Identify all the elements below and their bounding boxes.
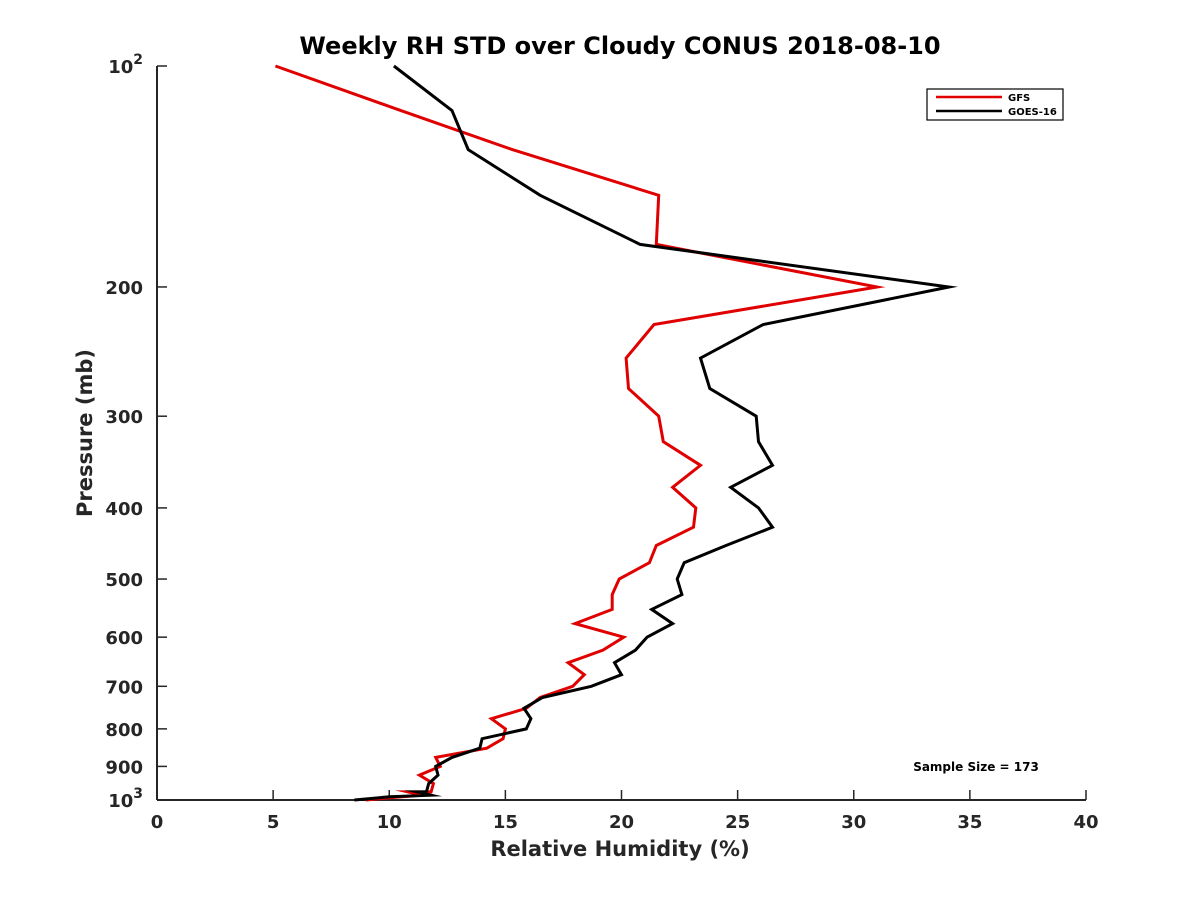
x-tick-label: 40 (1073, 812, 1098, 833)
x-tick-label: 0 (151, 812, 164, 833)
chart-title: Weekly RH STD over Cloudy CONUS 2018-08-… (299, 32, 940, 60)
x-tick-label: 15 (493, 812, 518, 833)
series-layer (274, 64, 958, 802)
y-tick-label: 900 (105, 757, 143, 778)
y-tick-label: 800 (105, 720, 143, 741)
x-tick-label: 35 (957, 812, 982, 833)
legend: GFS GOES-16 (926, 88, 1064, 121)
x-axis-label: Relative Humidity (%) (490, 837, 749, 861)
y-axis-label: Pressure (mb) (73, 349, 97, 517)
series-line-goes16 (354, 64, 958, 802)
x-tick-label: 5 (267, 812, 280, 833)
y-tick-label: 103 (108, 786, 143, 812)
y-tick-label: 200 (105, 278, 143, 299)
x-tick-label: 20 (609, 812, 634, 833)
y-tick-label: 102 (108, 52, 143, 78)
legend-box (926, 88, 1064, 121)
legend-label-gfs: GFS (1008, 93, 1030, 104)
y-tick-label: 400 (105, 499, 143, 520)
y-tick-label: 500 (105, 570, 143, 591)
y-tick-label: 600 (105, 628, 143, 649)
y-tick-label: 700 (105, 677, 143, 698)
legend-label-goes16: GOES-16 (1008, 107, 1057, 118)
x-tick-label: 25 (725, 812, 750, 833)
axes-layer: 0 5 10 15 20 25 30 35 40 102 200 300 400 500 600 700 800… (105, 52, 1098, 833)
x-tick-label: 10 (377, 812, 402, 833)
y-tick-label: 300 (105, 407, 143, 428)
series-line-gfs (274, 64, 886, 802)
x-tick-label: 30 (841, 812, 866, 833)
sample-size-annotation: Sample Size = 173 (913, 760, 1039, 774)
